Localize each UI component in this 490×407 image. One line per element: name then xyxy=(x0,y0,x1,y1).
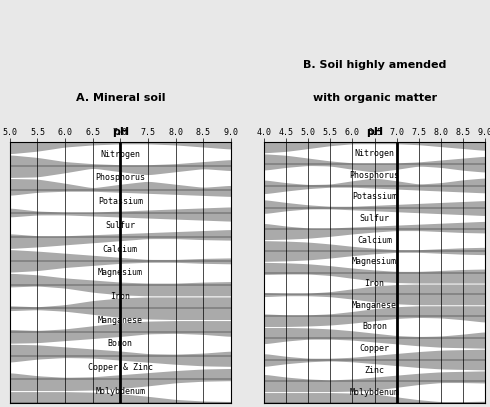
Text: Magnesium: Magnesium xyxy=(352,257,397,266)
Text: Calcium: Calcium xyxy=(357,236,392,245)
Text: Iron: Iron xyxy=(365,279,385,288)
Text: Boron: Boron xyxy=(108,339,133,348)
Text: Sulfur: Sulfur xyxy=(105,221,135,230)
Text: A. Mineral soil: A. Mineral soil xyxy=(75,93,165,103)
Text: Calcium: Calcium xyxy=(103,245,138,254)
Text: Nitrogen: Nitrogen xyxy=(355,149,394,158)
Text: with organic matter: with organic matter xyxy=(313,93,437,103)
Text: Boron: Boron xyxy=(362,322,387,331)
Text: Copper & Zinc: Copper & Zinc xyxy=(88,363,153,372)
Text: Phosphorus: Phosphorus xyxy=(96,173,146,182)
Text: Manganese: Manganese xyxy=(352,301,397,310)
Text: Nitrogen: Nitrogen xyxy=(100,150,140,159)
Text: Magnesium: Magnesium xyxy=(98,268,143,277)
Text: Molybdenum: Molybdenum xyxy=(349,387,399,396)
Text: Sulfur: Sulfur xyxy=(360,214,390,223)
Text: Phosphorus: Phosphorus xyxy=(349,171,399,179)
Text: Manganese: Manganese xyxy=(98,315,143,324)
Text: Zinc: Zinc xyxy=(365,366,385,375)
Text: Iron: Iron xyxy=(110,292,130,301)
Text: Potassium: Potassium xyxy=(98,197,143,206)
Text: pH: pH xyxy=(366,127,383,137)
Text: pH: pH xyxy=(112,127,129,137)
Text: Molybdenum: Molybdenum xyxy=(96,387,146,396)
Text: B. Soil highly amended: B. Soil highly amended xyxy=(303,59,446,70)
Text: Copper: Copper xyxy=(360,344,390,353)
Text: Potassium: Potassium xyxy=(352,192,397,201)
